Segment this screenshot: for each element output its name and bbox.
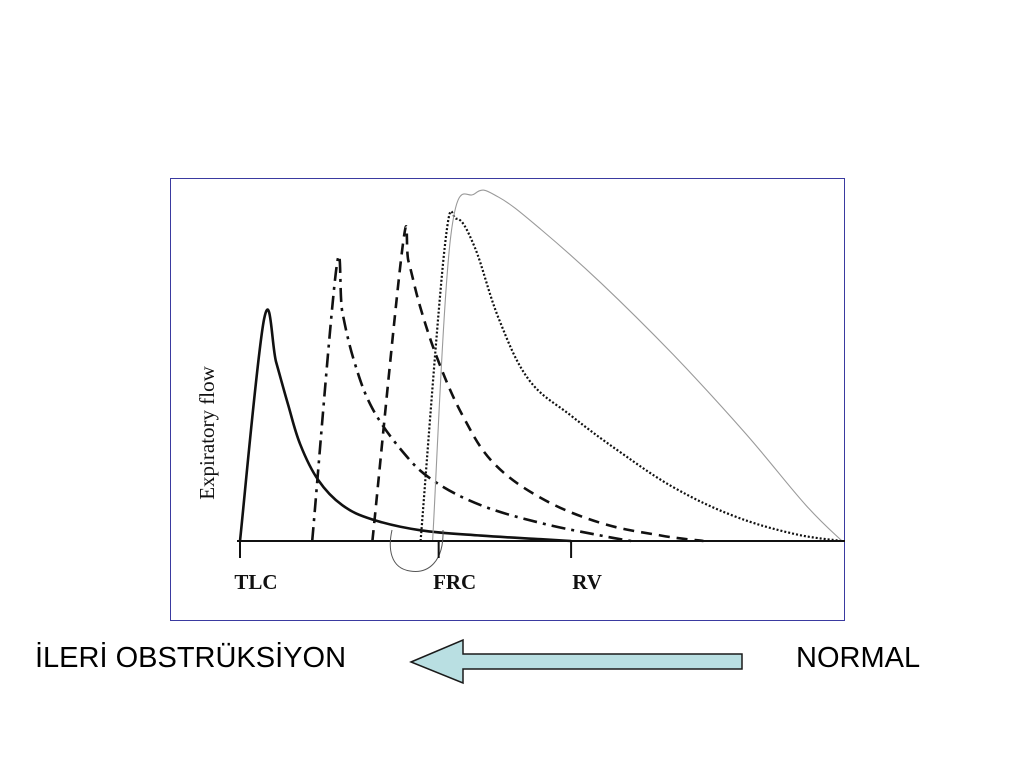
x-tick-label-frc: FRC bbox=[433, 570, 476, 594]
caption-severe-obstruction: İLERİ OBSTRÜKSİYON bbox=[35, 642, 347, 674]
x-tick-label-rv: RV bbox=[572, 570, 602, 594]
y-axis-title: Expiratory flow bbox=[195, 365, 219, 499]
curve-solid bbox=[238, 308, 572, 543]
curve-dotted bbox=[419, 210, 843, 543]
figure-frame bbox=[170, 178, 845, 621]
curve-thin bbox=[432, 189, 843, 542]
left-arrow-icon bbox=[409, 638, 743, 685]
frc-range-bracket bbox=[389, 529, 444, 572]
curve-dashed bbox=[371, 225, 704, 543]
caption-normal: NORMAL bbox=[796, 642, 921, 674]
x-tick-label-tlc: TLC bbox=[234, 570, 277, 594]
curve-dash-dot bbox=[310, 254, 632, 543]
curves-group bbox=[238, 189, 843, 543]
x-ticks-group: TLC FRC RV bbox=[234, 541, 602, 594]
